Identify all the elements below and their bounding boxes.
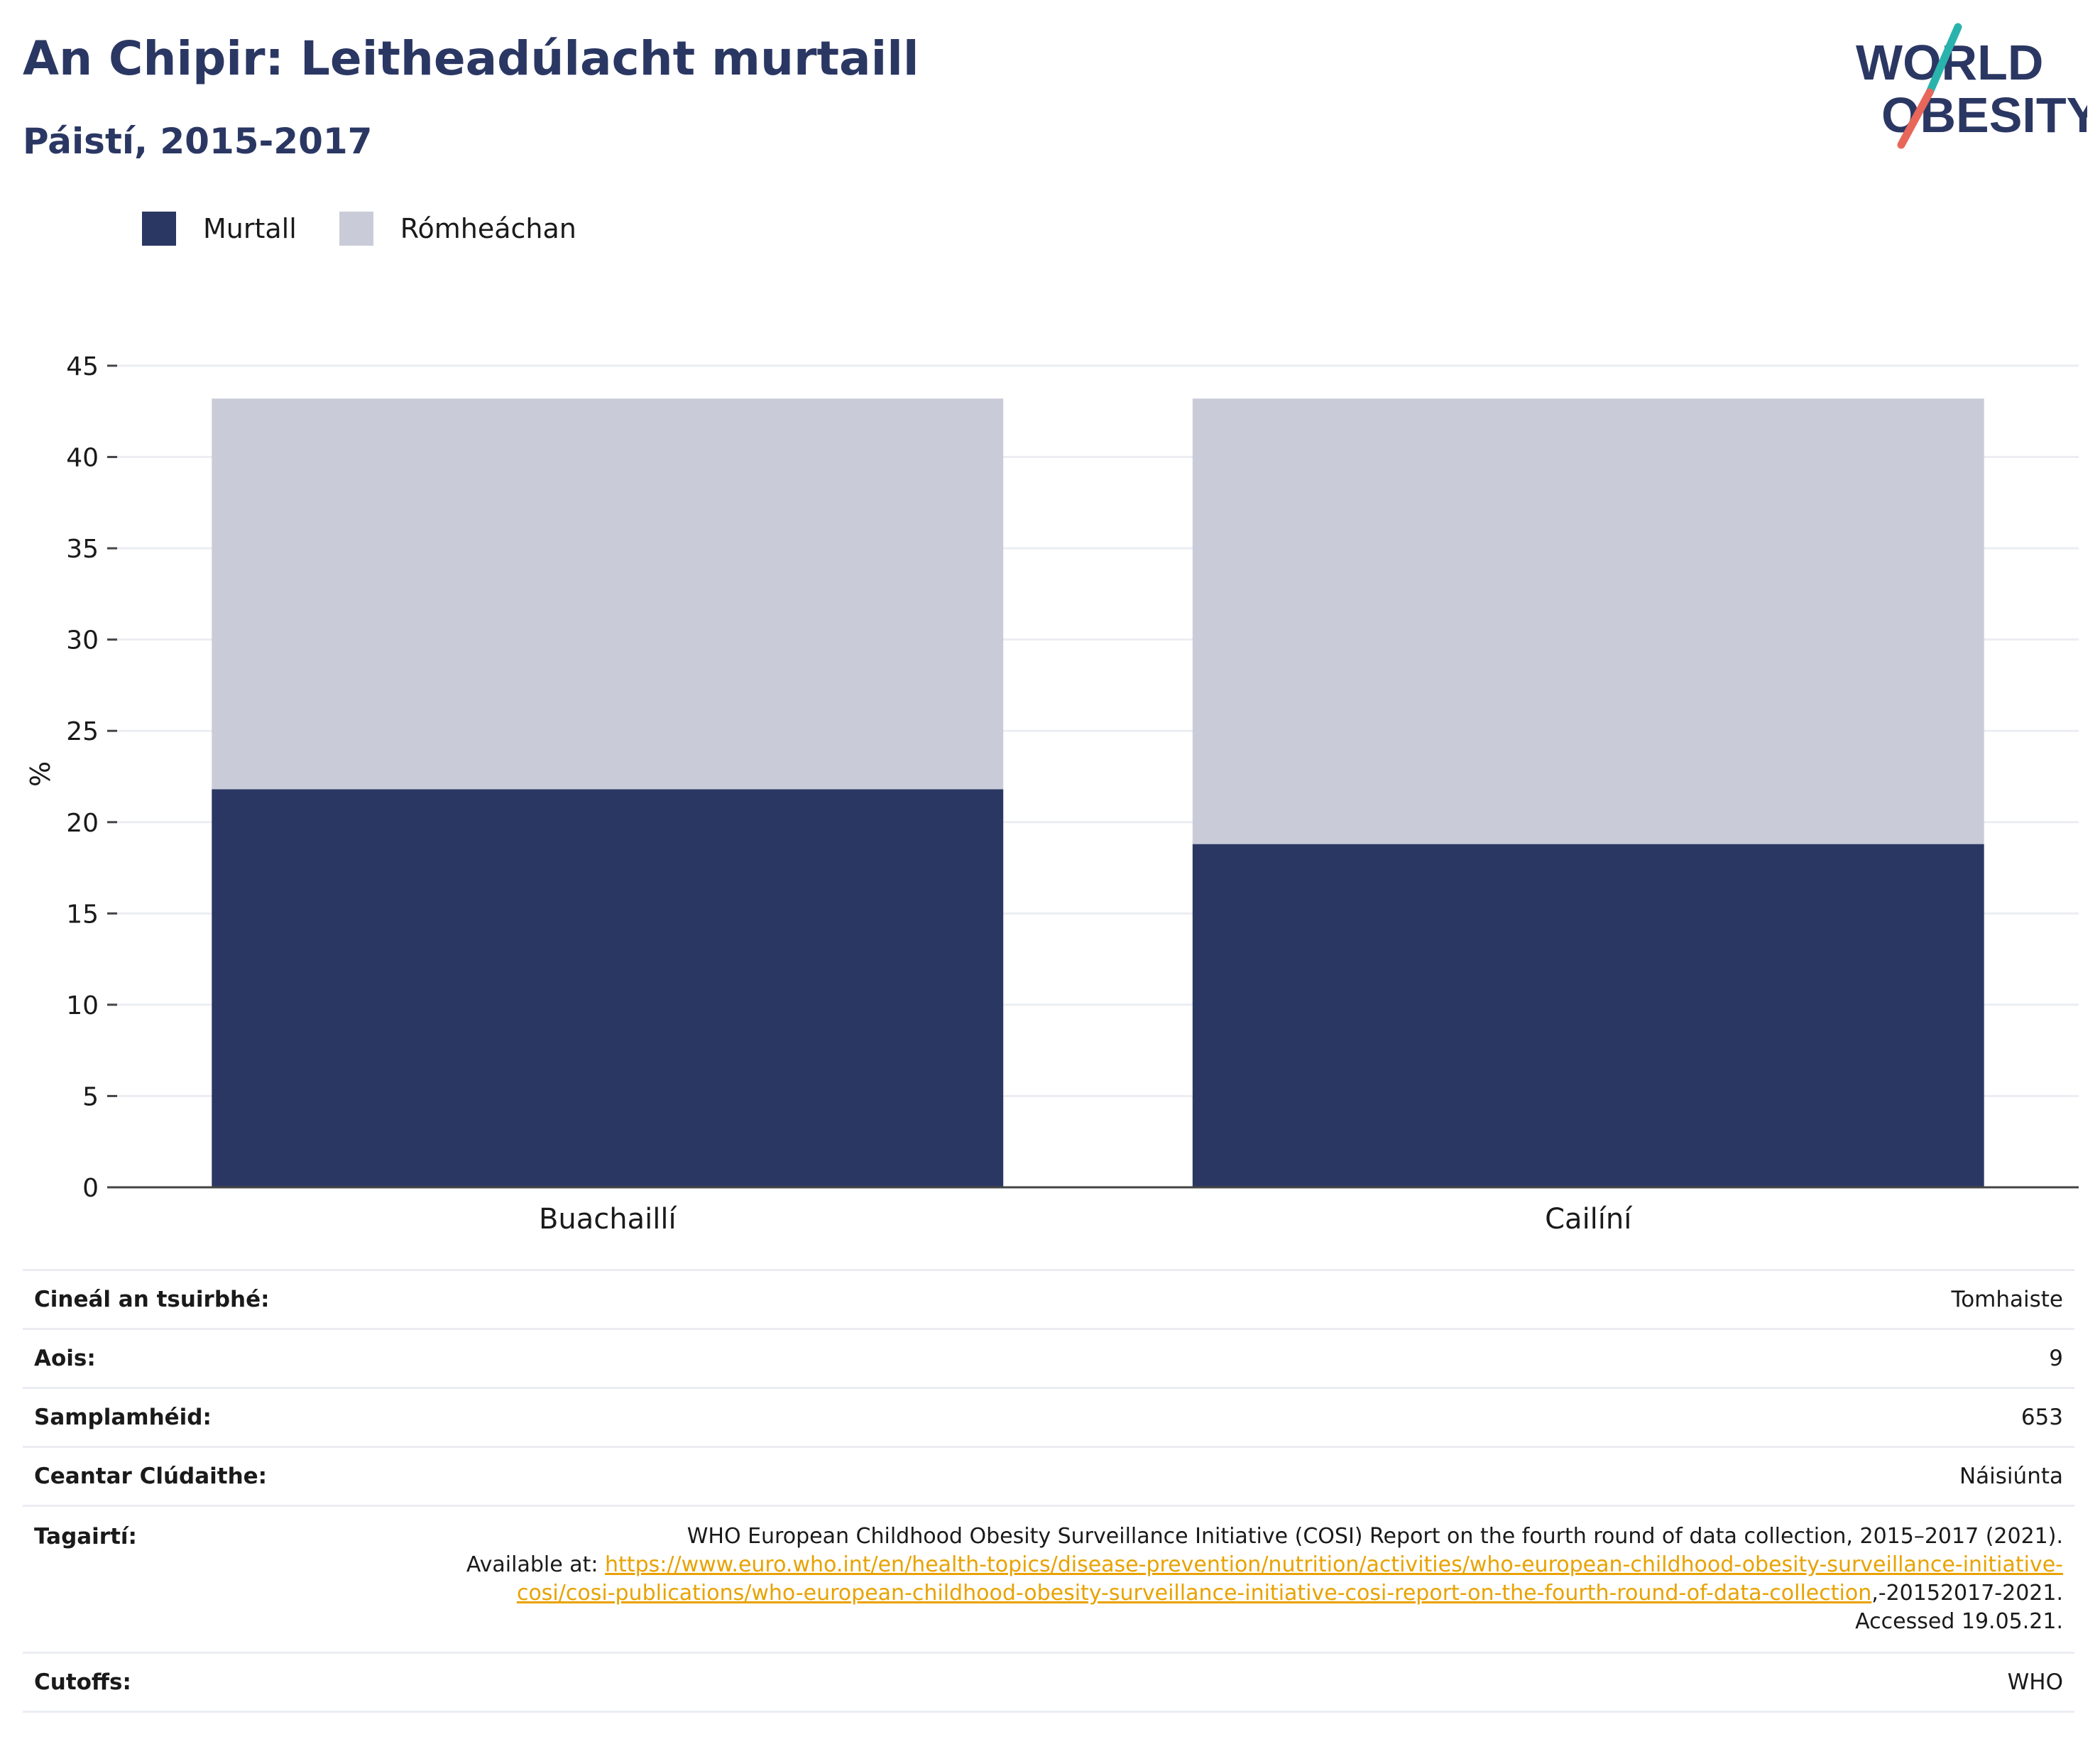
info-value: 653 (400, 1387, 2074, 1447)
y-tick-label: 5 (82, 1082, 99, 1111)
info-key: Aois: (23, 1328, 400, 1388)
bars (212, 398, 1984, 1187)
legend-label-overweight: Rómheáchan (400, 213, 576, 244)
bar-obese-1[interactable] (1192, 844, 1984, 1187)
chart-legend: Murtall Rómheáchan (142, 212, 619, 246)
y-axis-label: % (25, 761, 56, 787)
reference-citation: WHO European Childhood Obesity Surveilla… (687, 1524, 2063, 1549)
info-row-sample-size: Samplamhéid: 653 (23, 1387, 2074, 1447)
y-tick-label: 20 (66, 809, 99, 838)
info-row-area-covered: Ceantar Clúdaithe: Náisiúnta (23, 1446, 2074, 1506)
reference-suffix: ,-20152017-2021. Accessed 19.05.21. (1855, 1581, 2063, 1634)
legend-item-overweight[interactable]: Rómheáchan (339, 212, 576, 246)
logo-slash-top (1925, 23, 1962, 97)
x-tick-label: Buachaillí (539, 1203, 678, 1236)
legend-swatch-overweight (339, 212, 373, 246)
bar-overweight-0[interactable] (212, 398, 1004, 790)
info-key: Tagairtí: (23, 1505, 400, 1653)
y-axis-ticks: 0 5 10 15 20 25 30 35 40 45 (66, 352, 117, 1203)
info-value: Náisiúnta (400, 1446, 2074, 1506)
info-value: WHO (400, 1652, 2074, 1713)
info-key: Cineál an tsuirbhé: (23, 1269, 400, 1329)
chart-subtitle: Páistí, 2015-2017 (23, 121, 373, 162)
y-tick-label: 10 (66, 991, 99, 1020)
info-value: 9 (400, 1328, 2074, 1388)
chart-title: An Chipir: Leitheadúlacht murtaill (23, 31, 919, 86)
legend-label-obese: Murtall (203, 213, 297, 244)
x-axis-ticks: Buachaillí Cailíní (539, 1203, 1633, 1236)
info-key: Cutoffs: (23, 1652, 400, 1713)
legend-item-obese[interactable]: Murtall (142, 212, 297, 246)
info-value: Tomhaiste (400, 1269, 2074, 1329)
y-tick-label: 40 (66, 444, 99, 473)
y-tick-label: 45 (66, 352, 99, 381)
reference-available-prefix: Available at: (466, 1552, 606, 1577)
legend-swatch-obese (142, 212, 176, 246)
info-key: Ceantar Clúdaithe: (23, 1446, 400, 1506)
survey-info-table: Cineál an tsuirbhé: Tomhaiste Aois: 9 Sa… (23, 1269, 2074, 1713)
reference-link[interactable]: https://www.euro.who.int/en/health-topic… (516, 1552, 2063, 1606)
info-row-references: Tagairtí: WHO European Childhood Obesity… (23, 1505, 2074, 1653)
x-tick-label: Cailíní (1545, 1203, 1633, 1236)
y-tick-label: 0 (82, 1174, 99, 1203)
info-row-survey-type: Cineál an tsuirbhé: Tomhaiste (23, 1269, 2074, 1329)
reference-text: WHO European Childhood Obesity Surveilla… (400, 1505, 2074, 1653)
info-key: Samplamhéid: (23, 1387, 400, 1447)
info-row-cutoffs: Cutoffs: WHO (23, 1652, 2074, 1713)
y-tick-label: 15 (66, 900, 99, 929)
y-tick-label: 25 (66, 717, 99, 746)
y-tick-label: 35 (66, 535, 99, 564)
world-obesity-logo: WORLD OBESITY (1856, 23, 2087, 149)
logo-slash-bottom (1897, 88, 1934, 149)
bar-overweight-1[interactable] (1192, 398, 1984, 844)
bar-obese-0[interactable] (212, 789, 1004, 1187)
info-row-age: Aois: 9 (23, 1328, 2074, 1388)
stacked-bar-chart: 0 5 10 15 20 25 30 35 40 45 Buachaillí Cailíní % (25, 352, 2079, 1236)
y-tick-label: 30 (66, 626, 99, 655)
